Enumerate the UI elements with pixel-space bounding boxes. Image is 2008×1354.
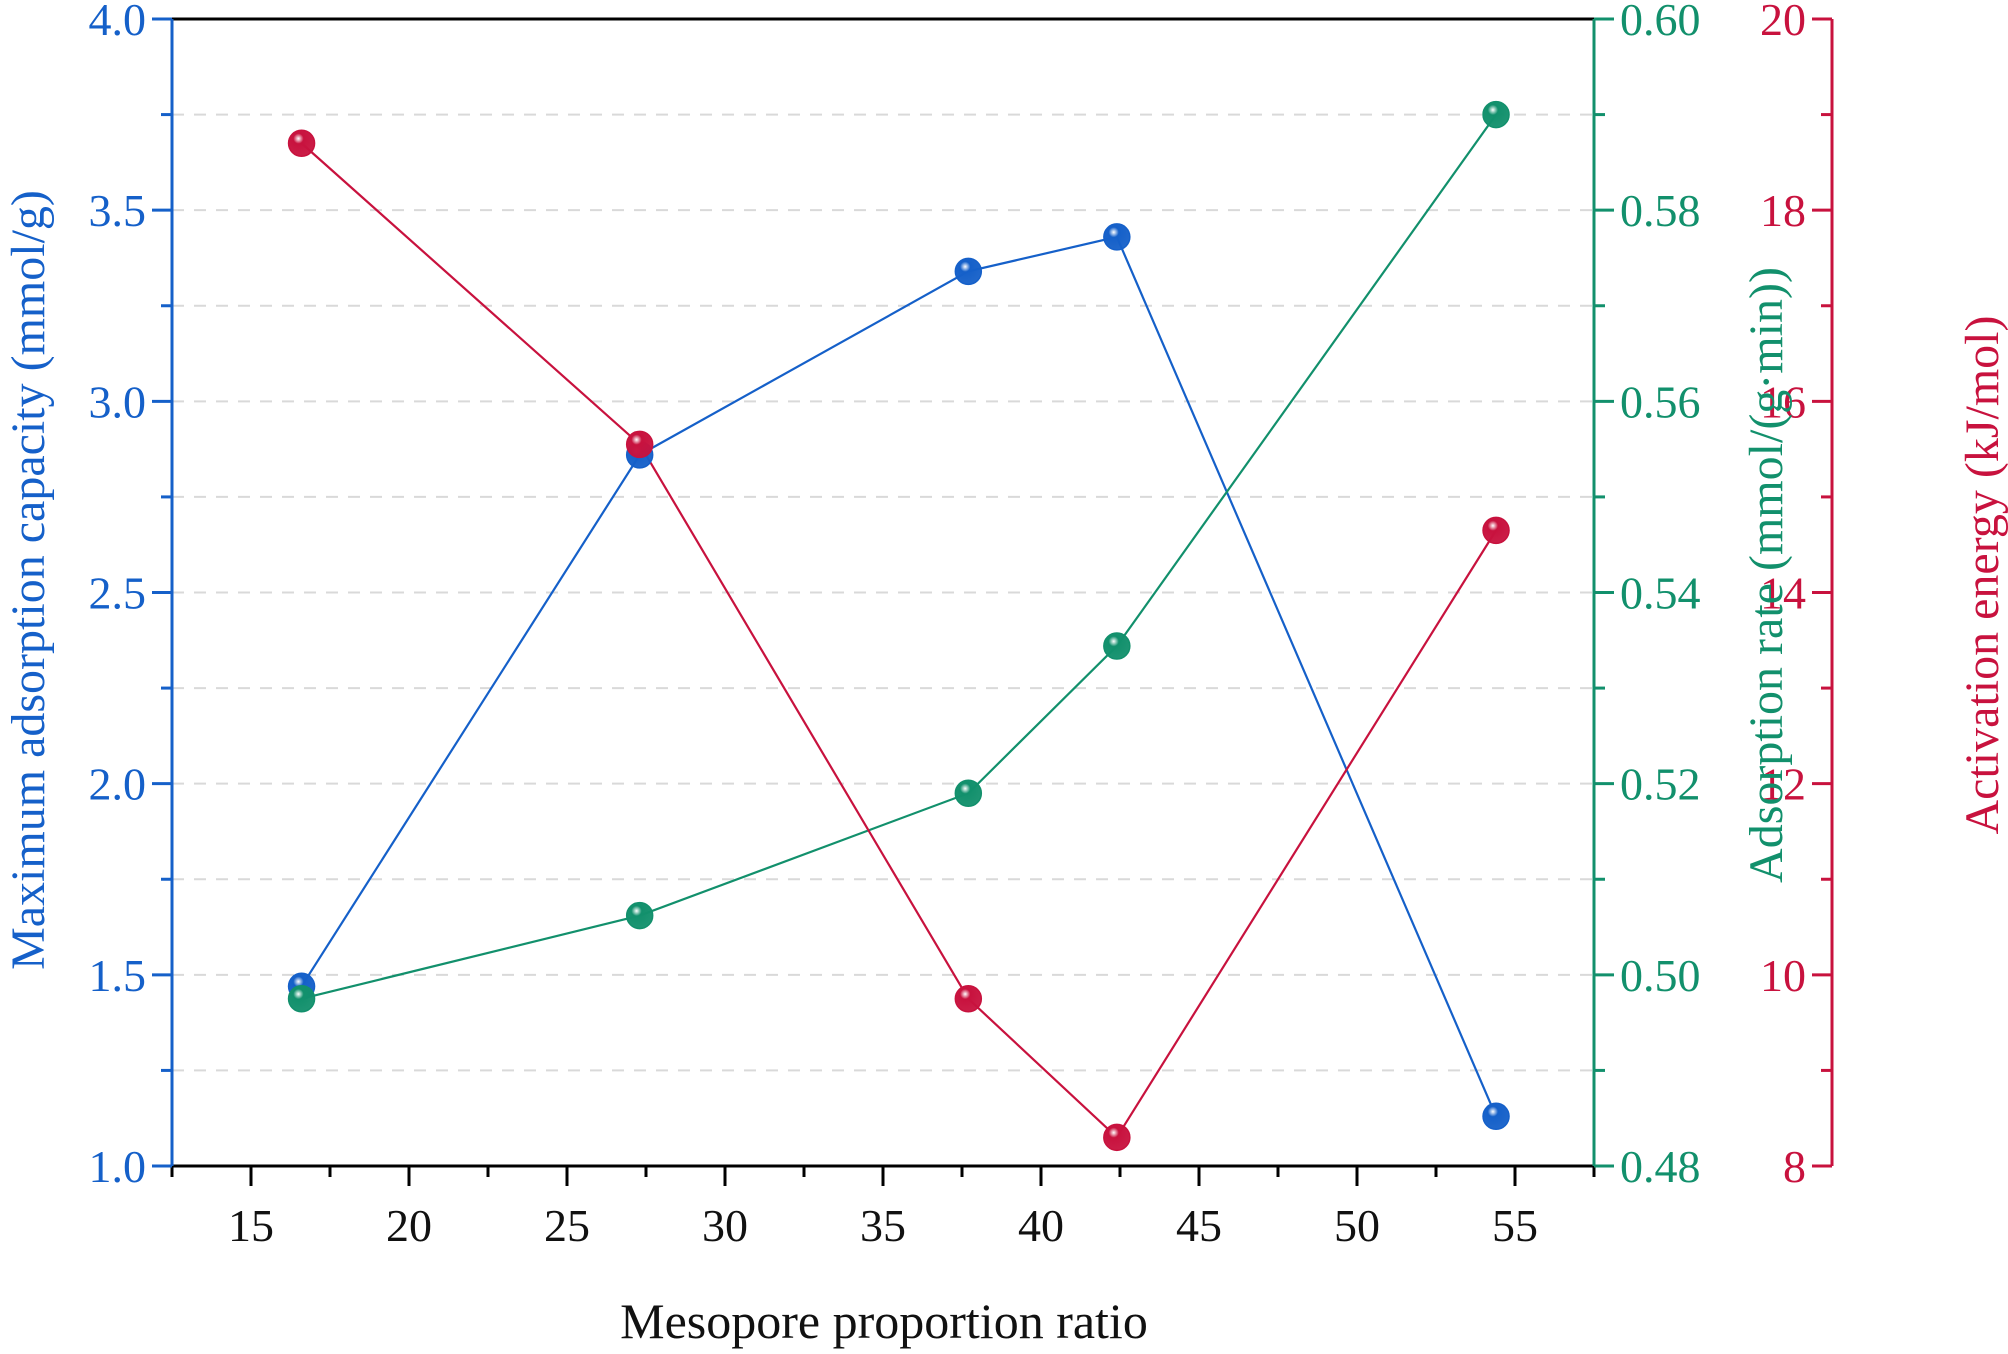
x-tick-label: 25	[544, 1200, 590, 1251]
y-tick-label: 0.58	[1620, 185, 1701, 236]
y-tick-label: 3.0	[89, 376, 147, 427]
y-tick-label: 2.5	[89, 568, 147, 619]
data-point-energy	[1482, 516, 1510, 545]
y-tick-label: 0.48	[1620, 1141, 1701, 1192]
x-tick-label: 45	[1176, 1200, 1222, 1251]
x-tick-label: 15	[228, 1200, 274, 1251]
x-tick-label: 35	[860, 1200, 906, 1251]
y-tick-label: 0.56	[1620, 376, 1701, 427]
data-point-rate	[625, 901, 654, 930]
data-point-rate	[1482, 100, 1510, 129]
data-point-rate	[1103, 632, 1131, 660]
y-tick-label: 1.0	[89, 1141, 147, 1192]
y-tick-label: 18	[1760, 185, 1806, 236]
x-tick-label: 40	[1018, 1200, 1064, 1251]
data-point-energy	[954, 984, 983, 1013]
y-tick-label: 0.60	[1620, 0, 1701, 45]
y-tick-label: 2.0	[89, 759, 147, 810]
y-axis-capacity: 1.0 1.5 2.0 2.5 3.0 3.5 4.0	[89, 0, 174, 1192]
y-tick-label: 20	[1760, 0, 1806, 45]
data-point-capacity	[1103, 223, 1131, 251]
y-tick-label: 0.52	[1620, 759, 1701, 810]
y-axis-energy: 8 10 12 14 16 18 20	[1760, 0, 1834, 1192]
data-point-rate	[287, 984, 316, 1013]
y-tick-label: 0.54	[1620, 568, 1701, 619]
y-axis-label-capacity: Maximum adsorption capacity (mmol/g)	[2, 190, 55, 970]
data-point-capacity	[1482, 1102, 1510, 1131]
y-tick-label: 4.0	[89, 0, 147, 45]
y-tick-label: 16	[1760, 376, 1806, 427]
x-tick-label: 50	[1334, 1200, 1380, 1251]
y-tick-label: 1.5	[89, 950, 147, 1001]
y-tick-label: 10	[1760, 950, 1806, 1001]
y-axis-rate: 0.48 0.50 0.52 0.54 0.56 0.58 0.60	[1592, 0, 1701, 1192]
data-point-rate	[954, 779, 983, 807]
series-line-capacity	[300, 235, 1498, 1117]
x-tick-label: 20	[386, 1200, 432, 1251]
y-tick-label: 0.50	[1620, 950, 1701, 1001]
series-line-rate	[301, 113, 1497, 1000]
series-line-energy	[300, 142, 1497, 1140]
grid-lines	[172, 113, 1594, 1072]
y-axis-label-rate: Adsorption rate (mmol/(g·min))	[1740, 267, 1793, 883]
x-tick-label: 55	[1492, 1200, 1538, 1251]
series-points	[287, 100, 1510, 1152]
x-axis: 15 20 25 30 35 40 45 50 55	[170, 1166, 1596, 1251]
data-point-energy	[287, 129, 316, 158]
data-point-energy	[625, 430, 654, 459]
data-point-capacity	[954, 257, 983, 286]
series-lines	[300, 113, 1498, 1140]
x-tick-label: 30	[702, 1200, 748, 1251]
y-tick-label: 14	[1760, 568, 1806, 619]
y-axis-label-energy: Activation energy (kJ/mol)	[1956, 316, 2008, 835]
x-axis-label: Mesopore proportion ratio	[620, 1293, 1148, 1349]
data-point-energy	[1103, 1123, 1131, 1152]
y-tick-label: 3.5	[89, 185, 147, 236]
y-tick-label: 8	[1783, 1141, 1806, 1192]
y-tick-label: 12	[1760, 759, 1806, 810]
